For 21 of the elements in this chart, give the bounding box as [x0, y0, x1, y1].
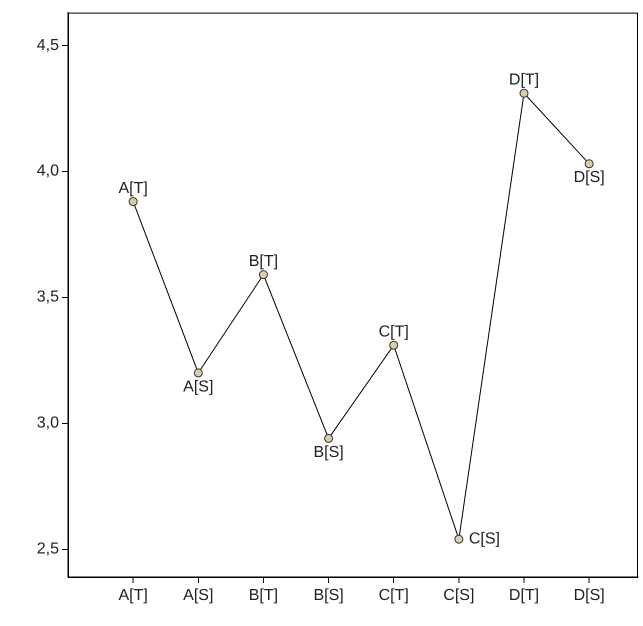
x-tick-label: C[S] — [443, 587, 474, 604]
annotation: B[T] — [248, 253, 278, 270]
x-tick-label: D[S] — [574, 587, 605, 604]
y-tick-label: 3,0 — [36, 414, 60, 432]
annotation: A[T] — [118, 180, 148, 197]
annotation: D[T] — [508, 72, 540, 89]
annotation: B[S] — [313, 444, 344, 461]
y-tick-label: 3,5 — [36, 288, 60, 306]
annotation: A[S] — [183, 378, 214, 396]
y-tick-label: 4,0 — [36, 162, 60, 180]
annotation: D[S] — [574, 169, 605, 186]
x-tick-label: D[T] — [508, 587, 540, 604]
annotation: C[T] — [378, 324, 409, 341]
x-tick-label: B[S] — [313, 587, 344, 604]
x-tick-label: A[T] — [118, 587, 148, 604]
y-tick-label: 2,5 — [36, 540, 60, 558]
x-tick-label: B[T] — [248, 587, 278, 604]
annotation: C[S] — [468, 530, 500, 548]
x-tick-label: C[T] — [378, 587, 409, 604]
x-tick-label: A[S] — [183, 587, 214, 604]
y-tick-label: 4,5 — [36, 36, 60, 54]
